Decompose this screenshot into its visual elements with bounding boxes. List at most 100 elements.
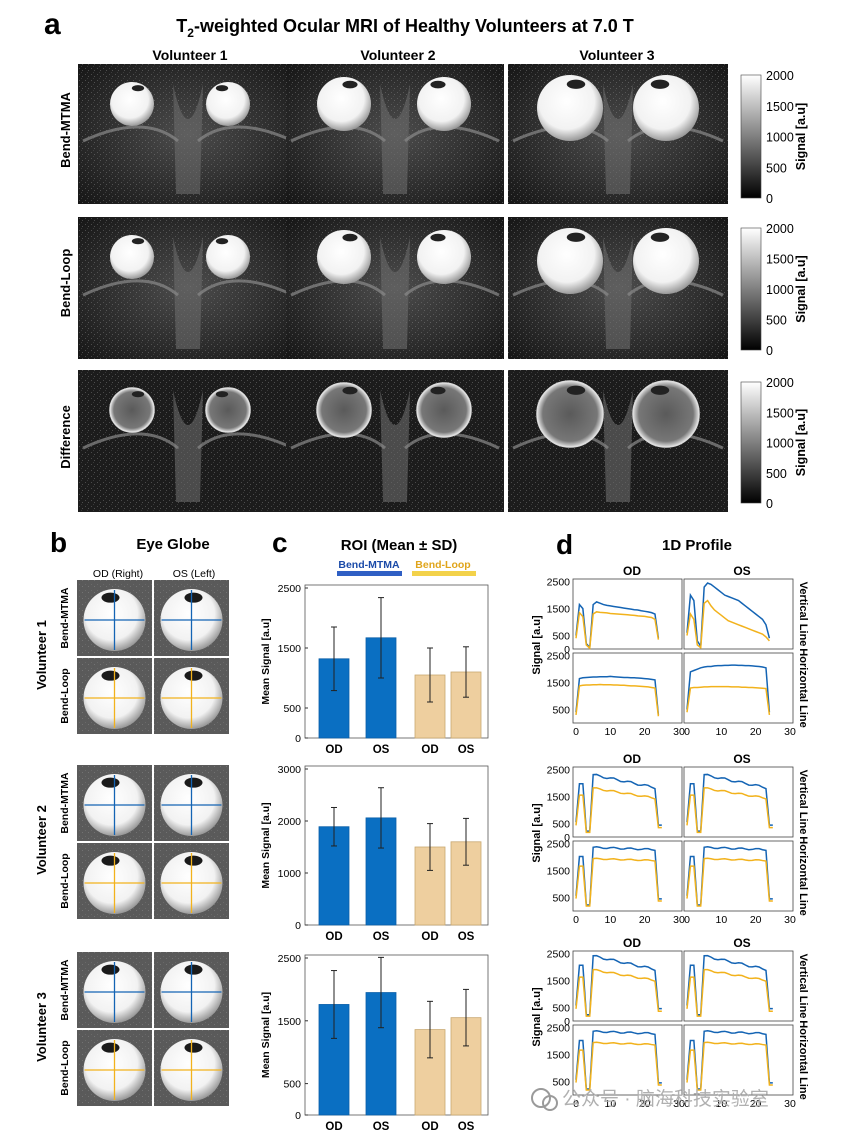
eye-globe-cell [77, 843, 152, 919]
y-tick-label: 1500 [547, 792, 571, 804]
x-tick-label: 30 [673, 914, 685, 926]
profile-y-label: Signal [a.u] [531, 803, 543, 863]
panel-b-letter: b [50, 527, 67, 558]
colorbar-tick: 500 [766, 161, 787, 175]
mri-muscle-left [82, 279, 179, 297]
y-tick-label: 0 [564, 832, 570, 844]
eye-lens [184, 670, 203, 681]
x-tick-label: 30 [784, 914, 796, 926]
bar-chart-volunteer-3: 2500 1500 500 0 Mean Signal [a.u] OD OS OD OS [260, 953, 489, 1133]
x-tick-label: OD [421, 1121, 438, 1133]
colorbar-tick: 2000 [766, 222, 794, 236]
profile-plot: 0 10 20 30 [683, 840, 796, 926]
eye-globe-cell [154, 952, 229, 1028]
row-label-difference: Difference [58, 405, 73, 469]
y-tick-label: 500 [552, 705, 570, 717]
eye-lens [184, 1042, 203, 1053]
y-tick-label: 0 [564, 1016, 570, 1028]
colorbar-label: Signal [a.u] [794, 103, 808, 170]
eye-lens [101, 670, 120, 681]
y-axis-label: Mean Signal [a.u] [260, 992, 272, 1078]
profile-plot [683, 950, 794, 1022]
eye-lens [101, 1042, 120, 1053]
colorbar-1: 2000 1500 1000 500 0 Signal [a.u] [740, 222, 808, 358]
colorbar-tick: 1500 [766, 100, 794, 114]
eye-globe-cell [77, 952, 152, 1028]
x-tick-label: OS [373, 1121, 390, 1133]
row-label-bend-mtma: Bend-MTMA [58, 91, 73, 167]
x-tick-label: OS [373, 744, 390, 756]
eye-left-os [416, 382, 472, 438]
profile-y-label: Signal [a.u] [531, 987, 543, 1047]
profile-line-loop [575, 1041, 662, 1091]
profile-col-os: OS [733, 564, 750, 578]
y-tick-label: 2500 [547, 949, 571, 961]
x-tick-label: 10 [604, 1098, 616, 1110]
eye-lens [566, 232, 586, 242]
panel-a-title: T2-weighted Ocular MRI of Healthy Volunt… [176, 16, 633, 40]
profile-col-od: OD [623, 752, 641, 766]
eye-globe-cell [77, 765, 152, 841]
y-tick-label: 0 [295, 920, 301, 932]
eye-lens [101, 592, 120, 603]
profile-row-label: Horizontal Line [797, 1020, 809, 1099]
eye-lens [430, 80, 446, 89]
colorbar-tick: 500 [766, 314, 787, 328]
profile-line-loop [686, 685, 771, 716]
x-tick-label: 20 [750, 914, 762, 926]
colorbar-tick: 1000 [766, 131, 794, 145]
x-tick-label: 0 [684, 914, 690, 926]
eye-globe-cell [154, 1030, 229, 1106]
y-axis-label: Mean Signal [a.u] [260, 618, 272, 704]
panel-c-letter: c [272, 527, 288, 558]
colorbar-tick: 1000 [766, 283, 794, 297]
x-tick-label: 30 [784, 1098, 796, 1110]
mri-muscle-right [197, 279, 294, 297]
colorbar-tick: 2000 [766, 376, 794, 390]
eye-globe-cell [154, 658, 229, 734]
mri-image-r1-c2 [508, 217, 728, 359]
profile-col-os: OS [733, 752, 750, 766]
volunteer-label: Volunteer 1 [34, 620, 49, 690]
x-tick-label: OD [421, 744, 438, 756]
eye-lens [650, 385, 670, 395]
panel-b-col-od: OD (Right) [93, 568, 143, 580]
chart-frame [304, 584, 489, 739]
colorbar-tick: 1500 [766, 253, 794, 267]
mri-nasal-tissue [380, 390, 410, 502]
x-tick-label: OD [325, 1121, 342, 1133]
mri-muscle-right [197, 432, 294, 450]
panel-d-title: 1D Profile [662, 537, 732, 554]
profile-frame [572, 578, 683, 650]
mri-image-r2-c0 [78, 370, 298, 512]
y-tick-label: 2000 [278, 816, 302, 828]
eye-left-os [206, 82, 250, 126]
panel-a-letter: a [44, 8, 61, 41]
profile-line-mtma [686, 664, 771, 713]
watermark: 公众号 · 脑海科技实验室 [531, 1088, 769, 1111]
x-tick-label: OD [421, 931, 438, 943]
profile-plot: 0 10 20 30 [683, 652, 796, 738]
colorbar-label: Signal [a.u] [794, 255, 808, 322]
x-tick-label: OD [325, 744, 342, 756]
y-tick-label: 500 [283, 703, 301, 715]
colorbar-gradient [740, 74, 762, 199]
eye-left-os [205, 387, 251, 433]
profile-line-loop [686, 857, 773, 907]
eye-right-od [110, 235, 154, 279]
x-tick-label: 30 [673, 726, 685, 738]
eye-left-os [633, 228, 699, 294]
y-tick-label: 2500 [547, 577, 571, 589]
colorbar-tick: 1000 [766, 437, 794, 451]
eye-lens [566, 79, 586, 89]
profile-plot [683, 766, 794, 838]
profile-frame [683, 578, 794, 650]
x-tick-label: 10 [715, 1098, 727, 1110]
profile-line-loop [575, 787, 662, 834]
profile-frame [572, 652, 683, 724]
col-label-volunteer-1: Volunteer 1 [152, 47, 227, 63]
